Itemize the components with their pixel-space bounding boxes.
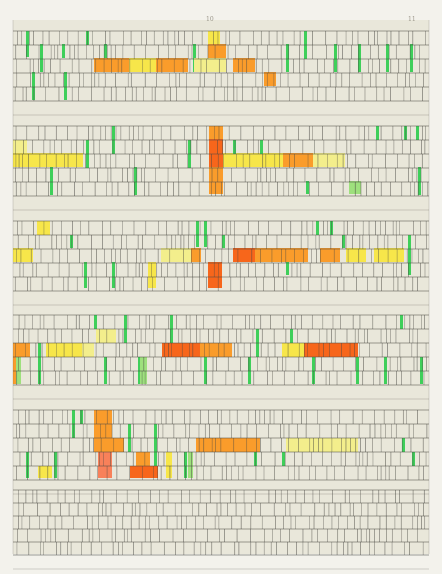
color-block xyxy=(130,466,158,478)
color-block xyxy=(282,343,304,357)
green-stroke xyxy=(376,126,379,140)
color-block xyxy=(209,139,223,153)
color-block xyxy=(37,221,50,235)
color-block xyxy=(320,248,340,262)
green-stroke xyxy=(420,357,423,384)
green-stroke xyxy=(50,167,53,195)
green-stroke xyxy=(416,126,419,140)
green-stroke xyxy=(282,452,285,466)
color-block xyxy=(208,262,222,288)
green-stroke xyxy=(38,343,41,384)
green-stroke xyxy=(412,452,415,466)
page-number-right: 11 xyxy=(408,16,416,23)
green-stroke xyxy=(356,357,359,384)
green-stroke xyxy=(54,452,57,478)
color-block xyxy=(374,248,404,262)
green-stroke xyxy=(204,221,207,247)
green-stroke xyxy=(204,357,207,384)
color-block xyxy=(156,58,188,72)
green-stroke xyxy=(138,357,141,384)
green-stroke xyxy=(248,357,251,384)
color-block xyxy=(233,58,255,72)
color-block xyxy=(191,248,201,262)
color-block xyxy=(162,343,200,357)
green-stroke xyxy=(104,357,107,384)
color-block xyxy=(13,248,33,262)
color-block xyxy=(304,343,358,357)
green-stroke xyxy=(386,44,389,72)
green-stroke xyxy=(233,140,236,154)
green-stroke xyxy=(62,44,65,58)
color-block xyxy=(161,248,191,262)
color-block xyxy=(280,248,308,262)
green-stroke xyxy=(260,140,263,154)
color-block xyxy=(286,438,358,452)
color-block xyxy=(196,438,226,452)
green-stroke xyxy=(32,72,35,100)
page-number-left: 10 xyxy=(206,16,214,23)
green-stroke xyxy=(402,438,405,452)
green-stroke xyxy=(306,181,309,194)
color-block xyxy=(209,153,223,167)
color-block xyxy=(208,31,220,45)
green-stroke xyxy=(104,44,107,58)
green-stroke xyxy=(222,235,225,248)
green-stroke xyxy=(316,221,319,235)
color-block xyxy=(283,153,313,167)
green-stroke xyxy=(188,452,193,478)
color-block xyxy=(96,329,116,343)
green-stroke xyxy=(400,315,403,329)
color-block xyxy=(38,466,52,478)
color-block xyxy=(13,153,83,167)
color-block xyxy=(226,438,260,452)
color-block xyxy=(13,343,30,357)
green-stroke xyxy=(342,235,345,248)
green-stroke xyxy=(286,44,289,72)
green-stroke xyxy=(94,315,97,329)
green-stroke xyxy=(418,167,421,195)
color-block xyxy=(264,72,276,86)
green-stroke xyxy=(154,424,157,466)
green-stroke xyxy=(290,329,293,343)
green-stroke xyxy=(196,221,199,247)
green-stroke xyxy=(134,167,137,195)
color-block xyxy=(208,44,226,58)
green-stroke xyxy=(140,357,147,384)
green-stroke xyxy=(184,452,187,478)
green-stroke xyxy=(408,235,411,275)
color-block xyxy=(166,452,172,478)
color-block xyxy=(13,140,27,153)
green-stroke xyxy=(26,31,29,57)
green-stroke xyxy=(404,126,407,140)
green-stroke xyxy=(84,262,87,288)
color-block xyxy=(209,126,223,139)
color-block xyxy=(98,452,112,478)
grid-lines xyxy=(12,20,430,570)
green-stroke xyxy=(286,262,289,275)
color-block xyxy=(136,452,150,466)
color-block xyxy=(194,58,226,72)
color-block xyxy=(94,438,124,452)
green-stroke xyxy=(358,44,361,72)
green-stroke xyxy=(334,44,337,72)
green-stroke xyxy=(64,72,67,100)
color-block xyxy=(233,248,255,262)
color-block xyxy=(148,262,156,288)
color-block xyxy=(223,153,283,167)
color-block xyxy=(346,248,366,262)
color-block xyxy=(82,343,94,357)
color-block xyxy=(209,167,223,194)
green-stroke xyxy=(112,262,115,288)
green-stroke xyxy=(410,44,413,72)
color-block xyxy=(255,248,280,262)
green-stroke xyxy=(80,410,83,424)
green-stroke xyxy=(40,44,43,72)
green-stroke xyxy=(312,357,315,384)
green-stroke xyxy=(384,357,387,384)
